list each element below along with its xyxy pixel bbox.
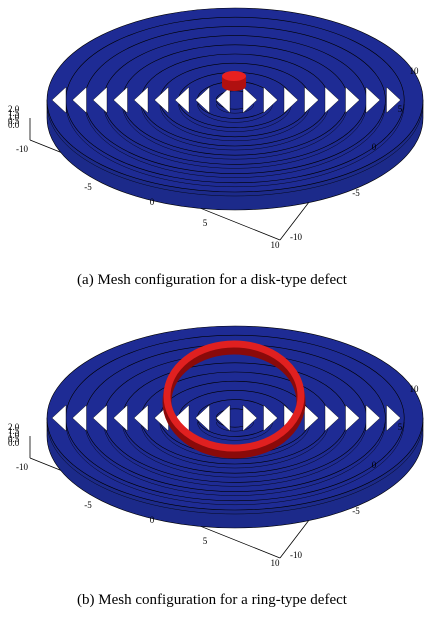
x-tick-label: 5 [203,536,208,546]
x-tick-label: 10 [271,558,281,568]
x-tick-label: -5 [84,182,92,192]
x-tick-label: 0 [150,197,155,207]
x-tick-label: -5 [84,500,92,510]
y-tick-label: 5 [398,104,403,114]
y-tick-label: -5 [352,506,360,516]
x-tick-label: 0 [150,515,155,525]
y-tick-label: 5 [398,422,403,432]
y-tick-label: 10 [410,66,420,76]
y-tick-label: 0 [372,460,377,470]
defect-bottom [222,81,246,91]
z-tick-label: 0.0 [8,120,20,130]
z-tick-label: 0.0 [8,438,20,448]
y-tick-label: -10 [290,550,302,560]
caption: (b) Mesh configuration for a ring-type d… [77,592,348,608]
x-tick-label: 5 [203,218,208,228]
y-tick-label: -5 [352,188,360,198]
defect-top [222,71,246,81]
x-tick-label: -10 [16,144,28,154]
y-tick-label: -10 [290,232,302,242]
figure-page: (a) Mesh configuration for a disk-type d… [0,0,424,614]
y-tick-label: 10 [410,384,420,394]
y-tick-label: 0 [372,142,377,152]
x-tick-label: 10 [271,240,281,250]
caption: (a) Mesh configuration for a disk-type d… [77,272,348,288]
x-tick-label: -10 [16,462,28,472]
